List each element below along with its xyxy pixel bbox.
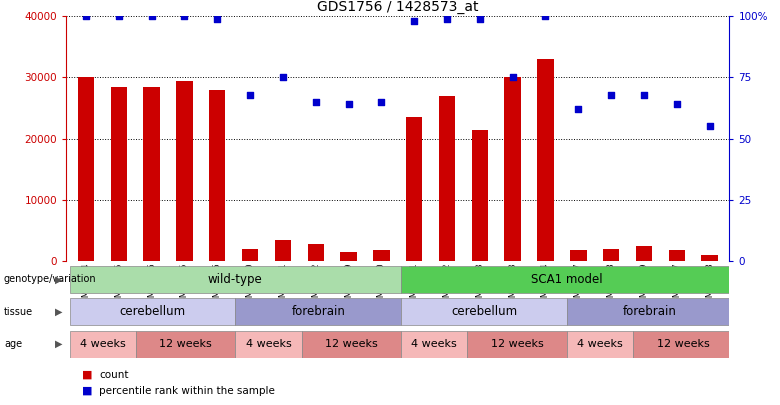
Text: 12 weeks: 12 weeks	[657, 339, 709, 349]
Text: 12 weeks: 12 weeks	[159, 339, 212, 349]
Text: ■: ■	[82, 386, 92, 396]
Text: 4 weeks: 4 weeks	[577, 339, 623, 349]
Bar	[69, 298, 236, 326]
Text: SCA1 model: SCA1 model	[531, 273, 603, 286]
Point	[112, 13, 125, 19]
Bar	[78, 77, 94, 261]
Bar	[668, 250, 685, 261]
Bar	[505, 77, 521, 261]
Bar	[401, 298, 567, 326]
Point	[441, 15, 453, 22]
Bar	[472, 130, 488, 261]
Point	[638, 92, 651, 98]
Point	[408, 18, 420, 24]
Bar	[401, 266, 732, 293]
Point	[704, 123, 716, 130]
Bar	[176, 81, 193, 261]
Bar	[633, 330, 732, 358]
Text: genotype/variation: genotype/variation	[4, 275, 97, 284]
Text: forebrain: forebrain	[291, 305, 346, 318]
Bar	[567, 298, 732, 326]
Text: count: count	[99, 370, 129, 379]
Text: 4 weeks: 4 weeks	[246, 339, 292, 349]
Text: 12 weeks: 12 weeks	[325, 339, 378, 349]
Point	[277, 74, 289, 81]
Text: age: age	[4, 339, 22, 349]
Bar	[570, 250, 587, 261]
Bar	[401, 330, 467, 358]
Bar	[537, 59, 554, 261]
Bar	[307, 244, 324, 261]
Point	[605, 92, 618, 98]
Text: percentile rank within the sample: percentile rank within the sample	[99, 386, 275, 396]
Text: 4 weeks: 4 weeks	[411, 339, 457, 349]
Bar	[144, 87, 160, 261]
Bar	[701, 255, 718, 261]
Text: 12 weeks: 12 weeks	[491, 339, 544, 349]
Point	[178, 13, 190, 19]
Bar	[439, 96, 456, 261]
Text: ■: ■	[82, 370, 92, 379]
Point	[506, 74, 519, 81]
Text: ▶: ▶	[55, 339, 62, 349]
Text: forebrain: forebrain	[622, 305, 677, 318]
Bar	[236, 330, 302, 358]
Bar	[636, 246, 652, 261]
Bar	[603, 249, 619, 261]
Bar	[209, 90, 225, 261]
Point	[80, 13, 92, 19]
Bar	[275, 240, 291, 261]
Text: ▶: ▶	[55, 275, 62, 284]
Bar	[242, 249, 258, 261]
Point	[310, 99, 322, 105]
Text: wild-type: wild-type	[208, 273, 263, 286]
Point	[539, 13, 551, 19]
Bar	[111, 87, 127, 261]
Text: cerebellum: cerebellum	[451, 305, 517, 318]
Point	[342, 101, 355, 108]
Text: 4 weeks: 4 weeks	[80, 339, 126, 349]
Bar	[373, 250, 389, 261]
Bar	[236, 298, 401, 326]
Point	[375, 99, 388, 105]
Point	[244, 92, 257, 98]
Bar	[302, 330, 401, 358]
Bar	[467, 330, 567, 358]
Bar	[136, 330, 236, 358]
Text: cerebellum: cerebellum	[119, 305, 186, 318]
Bar	[567, 330, 633, 358]
Point	[671, 101, 683, 108]
Bar	[340, 252, 356, 261]
Bar	[69, 266, 401, 293]
Point	[211, 15, 224, 22]
Point	[572, 106, 584, 113]
Point	[473, 15, 486, 22]
Text: ▶: ▶	[55, 307, 62, 317]
Point	[145, 13, 158, 19]
Text: tissue: tissue	[4, 307, 33, 317]
Bar	[406, 117, 423, 261]
Bar	[69, 330, 136, 358]
Title: GDS1756 / 1428573_at: GDS1756 / 1428573_at	[317, 0, 479, 14]
